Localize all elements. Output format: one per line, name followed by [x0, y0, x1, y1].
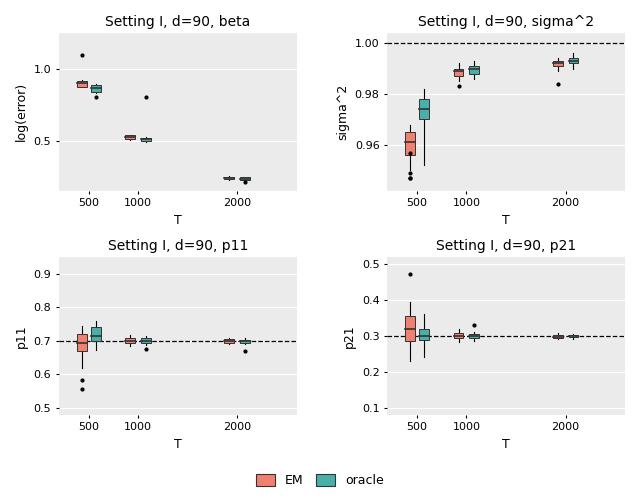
- Bar: [141, 138, 151, 141]
- Bar: [91, 85, 100, 92]
- Bar: [77, 334, 86, 351]
- Bar: [91, 328, 100, 341]
- Bar: [225, 177, 234, 179]
- Bar: [405, 316, 415, 341]
- Bar: [568, 336, 579, 337]
- Bar: [454, 69, 463, 76]
- Y-axis label: log(error): log(error): [15, 82, 28, 141]
- Bar: [225, 339, 234, 343]
- X-axis label: T: T: [502, 214, 510, 227]
- Bar: [405, 132, 415, 155]
- Title: Setting I, d=90, sigma^2: Setting I, d=90, sigma^2: [418, 15, 594, 29]
- Bar: [469, 66, 479, 74]
- Bar: [141, 338, 151, 343]
- Title: Setting I, d=90, p21: Setting I, d=90, p21: [436, 239, 576, 253]
- Bar: [419, 99, 429, 119]
- Bar: [553, 335, 563, 338]
- Title: Setting I, d=90, p11: Setting I, d=90, p11: [108, 239, 248, 253]
- X-axis label: T: T: [174, 438, 182, 451]
- X-axis label: T: T: [502, 438, 510, 451]
- Bar: [454, 333, 463, 338]
- Bar: [240, 340, 250, 343]
- Legend: EM, oracle: EM, oracle: [252, 469, 388, 492]
- Bar: [77, 81, 86, 87]
- X-axis label: T: T: [174, 214, 182, 227]
- Bar: [125, 338, 135, 343]
- Bar: [553, 61, 563, 66]
- Bar: [125, 135, 135, 139]
- Y-axis label: p11: p11: [15, 324, 28, 348]
- Bar: [568, 59, 579, 64]
- Bar: [240, 177, 250, 180]
- Bar: [469, 334, 479, 338]
- Y-axis label: p21: p21: [343, 324, 356, 348]
- Title: Setting I, d=90, beta: Setting I, d=90, beta: [105, 15, 250, 29]
- Y-axis label: sigma^2: sigma^2: [336, 84, 349, 140]
- Bar: [419, 329, 429, 340]
